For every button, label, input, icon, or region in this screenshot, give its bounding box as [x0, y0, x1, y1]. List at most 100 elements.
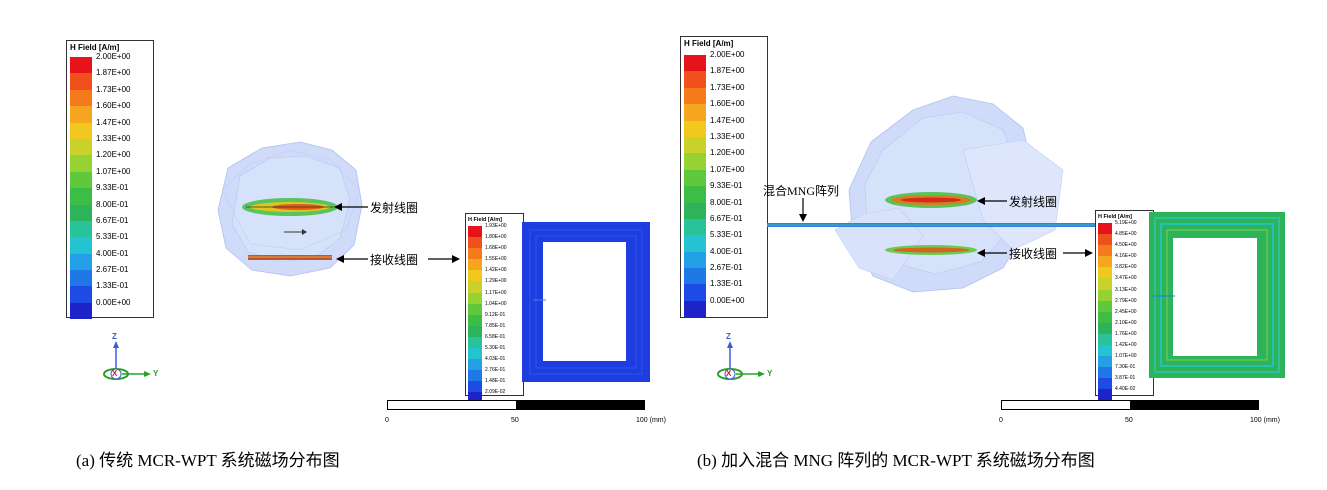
legend-tick-label: 1.60E+00: [96, 101, 131, 111]
legend-swatch: [684, 251, 706, 269]
field-plot-a: [217, 141, 460, 277]
legend-row: 1.48E-01: [468, 378, 521, 393]
legend-tick-label: 4.50E+00: [1115, 242, 1137, 249]
legend-row: 2.79E+00: [1098, 298, 1151, 312]
axis-y-label: Y: [153, 369, 159, 378]
legend-tick-label: 1.80E+00: [485, 234, 507, 241]
legend-tick-label: 0.00E+00: [96, 297, 131, 307]
legend-tick-label: 1.33E+00: [710, 131, 745, 141]
legend-row: 1.68E+00: [468, 245, 521, 260]
legend-tick-label: 1.20E+00: [96, 150, 131, 160]
legend-tick-label: 1.87E+00: [96, 68, 131, 78]
legend-swatch: [468, 281, 482, 293]
legend-tick-label: 2.00E+00: [96, 52, 131, 61]
legend-row: 8.00E-01: [70, 200, 150, 221]
legend-row: 4.16E+00: [1098, 253, 1151, 268]
scale-label-start: 0: [999, 417, 1003, 424]
legend-swatch: [70, 138, 92, 156]
legend-row: 1.47E+00: [70, 118, 150, 139]
axis-z-label: Z: [726, 332, 731, 341]
legend-swatch: [1098, 333, 1112, 346]
legend-row: 3.47E+00: [1098, 275, 1151, 290]
legend-swatch: [684, 87, 706, 105]
legend-tick-label: 2.76E-01: [485, 367, 506, 374]
legend-row: 1.07E+00: [70, 167, 150, 189]
legend-tick-label: 2.67E-01: [710, 263, 743, 273]
legend-tick-label: 7.85E-01: [485, 322, 506, 329]
legend-tick-label: 1.68E+00: [485, 245, 507, 252]
arrow-rx-b: [977, 249, 1007, 257]
legend-row: 1.93E+00: [468, 223, 521, 238]
inset-coil-a: [522, 222, 650, 382]
legend-row: 6.67E-01: [684, 214, 764, 236]
legend-tick-label: 1.33E-01: [96, 281, 129, 291]
legend-swatch: [70, 188, 92, 205]
legend-swatch: [684, 218, 706, 236]
legend-row: 1.17E+00: [468, 290, 521, 304]
legend-row: 0.00E+00: [684, 296, 764, 318]
legend-swatch: [468, 314, 482, 326]
legend-row: 5.33E-01: [684, 230, 764, 252]
legend-swatch: [468, 348, 482, 360]
axis-z-label: Z: [112, 332, 117, 341]
legend-swatch: [70, 270, 92, 287]
label-transmit-coil-b: 发射线圈: [1009, 195, 1058, 209]
legend-swatch: [468, 392, 482, 404]
legend-swatch: [70, 89, 92, 107]
legend-tick-label: 2.67E-01: [96, 265, 129, 275]
legend-rows: 2.00E+00 1.87E+00 1.73E+00 1.60E+00 1.47E+00…: [684, 50, 764, 318]
legend-swatch: [468, 248, 482, 260]
legend-tick-label: 1.20E+00: [710, 148, 745, 158]
scale-label-start: 0: [385, 417, 389, 424]
legend-row: 3.13E+00: [1098, 287, 1151, 301]
legend-tick-label: 1.42E+00: [1115, 342, 1137, 349]
legend-tick-label: 6.67E-01: [96, 215, 129, 225]
legend-row: 9.33E-01: [70, 183, 150, 205]
legend-row: 1.76E+00: [1098, 330, 1151, 346]
legend-swatch: [70, 106, 92, 123]
legend-swatch: [468, 259, 482, 271]
legend-tick-label: 1.07E+00: [710, 164, 745, 174]
legend-title: H Field [A/m]: [70, 43, 120, 52]
legend-tick-label: 1.55E+00: [485, 256, 507, 263]
legend-tick-label: 1.47E+00: [710, 115, 745, 125]
scale-label-mid: 50: [511, 417, 519, 424]
legend-row: 3.87E-01: [1098, 375, 1151, 390]
legend-row: 4.00E-01: [70, 249, 150, 271]
legend-tick-label: 1.07E+00: [96, 166, 131, 176]
legend-row: 1.73E+00: [684, 83, 764, 105]
inset-legend-rows: 5.19E+00 4.85E+00 4.50E+00 4.16E+00 3.82E+00…: [1098, 220, 1151, 401]
legend-swatch: [684, 268, 706, 285]
legend-tick-label: 8.00E-01: [96, 199, 129, 209]
legend-swatch: [468, 226, 482, 238]
scale-white: [388, 401, 516, 409]
scale-label-mid: 50: [1125, 417, 1133, 424]
legend-row: 2.67E-01: [70, 265, 150, 287]
legend-swatch: [70, 302, 92, 320]
legend-row: 1.33E+00: [70, 134, 150, 156]
legend-row: 4.00E-01: [684, 247, 764, 269]
legend-row: 1.33E-01: [70, 281, 150, 303]
legend-tick-label: 7.30E-01: [1115, 364, 1136, 371]
legend-tick-label: 1.73E+00: [96, 84, 131, 94]
inset-legend-b: H Field [A/m] 5.19E+00 4.85E+00 4.50E+00 4.…: [1095, 210, 1154, 401]
label-receive-coil-a: 接收线圈: [370, 253, 419, 267]
legend-swatch: [468, 325, 482, 337]
panel-b: H Field [A/m] 2.00E+00 1.87E+00 1.73E+00 1.…: [663, 0, 1326, 490]
legend-swatch: [684, 300, 706, 318]
axis-triad-a: [103, 341, 151, 380]
legend-swatch: [1098, 378, 1112, 390]
legend-row: 2.76E-01: [468, 367, 521, 382]
legend-swatch: [1098, 267, 1112, 279]
transmit-coil-field: [885, 192, 977, 208]
legend-row: 1.07E+00: [1098, 353, 1151, 368]
legend-row: 1.42E+00: [1098, 342, 1151, 357]
legend-tick-label: 1.76E+00: [1115, 330, 1137, 337]
scale-black: [1130, 401, 1258, 409]
legend-swatch: [70, 122, 92, 139]
receive-coil-field: [885, 245, 977, 255]
legend-row: 1.20E+00: [70, 150, 150, 172]
axis-x-label: X: [112, 369, 118, 378]
legend-swatch: [684, 55, 706, 72]
legend-swatch: [70, 155, 92, 172]
